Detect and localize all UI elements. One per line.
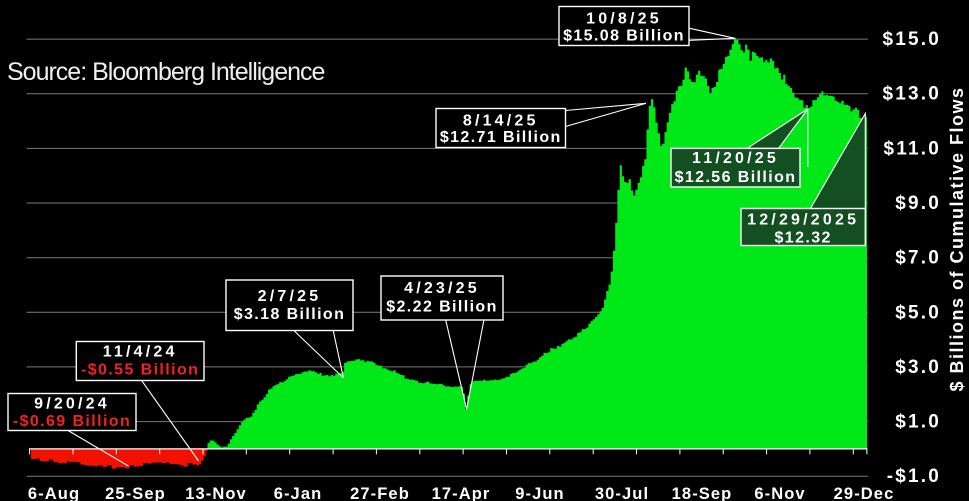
svg-text:$12.71 Billion: $12.71 Billion [440,129,562,146]
svg-text:-$0.69 Billion: -$0.69 Billion [13,413,131,430]
svg-text:$15.08 Billion: $15.08 Billion [563,28,685,45]
svg-text:18-Sep: 18-Sep [672,485,733,501]
svg-text:$2.22 Billion: $2.22 Billion [386,299,498,316]
svg-text:9/20/24: 9/20/24 [34,395,110,412]
svg-text:$12.32: $12.32 [774,230,831,247]
svg-text:10/8/25: 10/8/25 [586,11,662,28]
svg-text:$9.0: $9.0 [895,193,941,214]
svg-text:$11.0: $11.0 [884,138,942,159]
svg-text:$5.0: $5.0 [895,302,941,323]
svg-text:$15.0: $15.0 [882,29,941,50]
svg-text:6-Jan: 6-Jan [274,485,323,501]
svg-text:$3.18 Billion: $3.18 Billion [234,306,346,323]
svg-text:$ Billions of Cumulative Flows: $ Billions of Cumulative Flows [947,86,967,391]
svg-text:11/4/24: 11/4/24 [103,344,178,361]
svg-text:13-Nov: 13-Nov [185,485,247,501]
svg-text:30-Jul: 30-Jul [595,485,649,501]
svg-text:6-Aug: 6-Aug [28,485,80,501]
svg-text:27-Feb: 27-Feb [350,485,410,501]
svg-text:-$1.0: -$1.0 [887,466,941,487]
svg-text:$3.0: $3.0 [895,357,941,378]
svg-text:$13.0: $13.0 [882,84,941,105]
svg-text:Source: Bloomberg Intelligence: Source: Bloomberg Intelligence [7,58,325,86]
svg-text:9-Jun: 9-Jun [515,485,565,501]
svg-text:6-Nov: 6-Nov [754,485,805,501]
svg-text:17-Apr: 17-Apr [432,485,491,501]
svg-text:$1.0: $1.0 [895,412,941,433]
svg-text:2/7/25: 2/7/25 [258,288,322,305]
svg-text:$7.0: $7.0 [895,248,941,269]
svg-text:12/29/2025: 12/29/2025 [747,212,859,229]
svg-text:25-Sep: 25-Sep [105,485,166,501]
svg-text:$12.56 Billion: $12.56 Billion [675,169,797,186]
svg-text:29-Dec: 29-Dec [834,485,895,501]
svg-text:8/14/25: 8/14/25 [463,113,539,130]
svg-text:11/20/25: 11/20/25 [692,150,779,167]
svg-text:-$0.55 Billion: -$0.55 Billion [81,362,199,379]
svg-text:4/23/25: 4/23/25 [404,280,480,297]
